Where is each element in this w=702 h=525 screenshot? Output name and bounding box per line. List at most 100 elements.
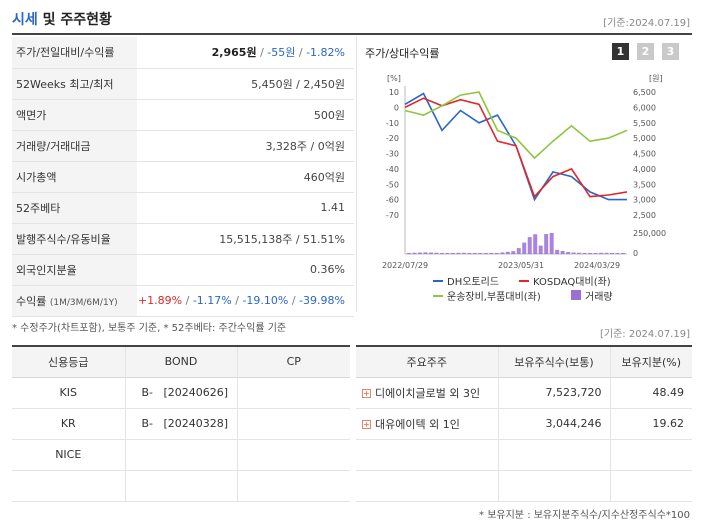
volume-bar	[615, 253, 620, 254]
volume-bar	[478, 253, 483, 254]
y-right-tick-label: 4,000	[633, 165, 656, 174]
y-right-tick-label: 6,500	[633, 88, 656, 97]
table-row: 시가총액 460억원	[12, 161, 354, 193]
series-line	[404, 91, 628, 160]
y-left-tick-label: -40	[386, 165, 399, 174]
volume-bar	[610, 253, 615, 254]
holder-name-link[interactable]: 디에이치글로벌 외 3인	[375, 386, 481, 400]
volume-bar	[560, 250, 565, 254]
x-tick-label: 2023/05/31	[498, 261, 544, 270]
expand-icon[interactable]: +	[362, 420, 371, 429]
chart-panel: 주가/상대수익률 1 2 3 [%] [원] 10 0 -10 -20 -30 -40 -50 -…	[356, 37, 692, 312]
x-tick-label: 2024/03/29	[574, 261, 620, 270]
volume-bar	[577, 252, 582, 254]
volume-bar	[483, 253, 488, 254]
base-date: [기준:2024.07.19]	[603, 18, 690, 29]
y-left-tick-label: -10	[386, 119, 399, 128]
volume-bar	[412, 252, 417, 254]
left-unit-label: [%]	[387, 74, 401, 83]
volume-bar	[467, 252, 472, 254]
chart-page-3-button[interactable]: 3	[662, 43, 679, 60]
volume-bar	[456, 252, 461, 254]
base-date-2: [기준: 2024.07.19]	[599, 329, 690, 340]
table-row	[12, 470, 350, 502]
volume-bar	[522, 242, 527, 254]
section-title: 시세 및 주주현황	[12, 12, 112, 28]
volume-bar	[566, 252, 571, 254]
volume-bar	[434, 252, 439, 254]
table-row: 수익률 (1M/3M/6M/1Y) +1.89% / -1.17% / -19.…	[12, 285, 354, 317]
volume-bar	[505, 251, 510, 254]
col-header: 보유주식수(보통)	[498, 345, 611, 378]
y-right-tick-label: 5,000	[633, 134, 656, 143]
table-row: 주가/전일대비/수익률 2,965원 / -55원 / -1.82%	[12, 37, 354, 69]
volume-bar	[599, 252, 604, 254]
y-right-tick-label: 6,000	[633, 103, 656, 112]
table-row	[356, 470, 692, 502]
table-row: NICE	[12, 439, 350, 471]
col-header: 보유지분(%)	[610, 345, 692, 378]
col-header: BOND	[125, 345, 238, 378]
table-row: KR B- [20240328]	[12, 408, 350, 440]
legend-swatch	[571, 290, 581, 300]
volume-zero-label: 0	[633, 249, 638, 258]
table-row: 52주베타 1.41	[12, 192, 354, 224]
volume-bar	[461, 252, 466, 254]
volume-bar	[571, 252, 576, 254]
volume-bar	[604, 252, 609, 254]
table-row: 외국인지분율 0.36%	[12, 254, 354, 286]
table-row: + 대유에이텍 외 1인 3,044,246 19.62	[356, 408, 692, 440]
row-label: 주가/전일대비/수익률	[12, 37, 137, 69]
y-left-tick-label: -50	[386, 180, 399, 189]
holder-name-link[interactable]: 대유에이텍 외 1인	[375, 417, 460, 431]
volume-bar	[621, 253, 625, 254]
volume-bar	[472, 253, 477, 254]
y-right-tick-label: 3,000	[633, 196, 656, 205]
right-unit-label: [원]	[649, 74, 663, 83]
footnote: * 수정주가(차트포함), 보통주 기준, * 52주베타: 주간수익률 기준	[12, 323, 287, 334]
volume-bar	[494, 252, 499, 254]
expand-icon[interactable]: +	[362, 389, 371, 398]
volume-bar	[582, 253, 587, 254]
header-divider	[12, 33, 692, 35]
volume-bar	[423, 252, 428, 254]
chart-page-2-button[interactable]: 2	[637, 43, 654, 60]
x-tick-label: 2022/07/29	[382, 261, 428, 270]
volume-bar	[593, 252, 598, 254]
row-value: 2,965원 / -55원 / -1.82%	[137, 37, 354, 69]
volume-bar	[450, 252, 455, 254]
chart-page-1-button[interactable]: 1	[612, 43, 629, 60]
volume-bar	[555, 249, 560, 254]
chart-title: 주가/상대수익률	[365, 47, 440, 60]
volume-bar	[500, 252, 505, 254]
y-left-tick-label: 0	[394, 103, 399, 112]
legend-label: DH오토리드	[447, 276, 499, 288]
y-left-tick-label: 10	[389, 88, 399, 97]
y-right-tick-label: 3,500	[633, 180, 656, 189]
volume-bar	[407, 252, 411, 254]
volume-bar	[533, 234, 538, 254]
legend-label: 거래량	[585, 291, 613, 303]
volume-bar	[588, 253, 593, 254]
volume-bar	[527, 237, 532, 254]
volume-bar	[428, 252, 433, 254]
y-right-tick-label: 4,500	[633, 150, 656, 159]
table-row: 발행주식수/유동비율 15,515,138주 / 51.51%	[12, 223, 354, 255]
table-row: 52Weeks 최고/최저 5,450원 / 2,450원	[12, 68, 354, 100]
volume-bar	[439, 253, 444, 254]
price-info-table: 주가/전일대비/수익률 2,965원 / -55원 / -1.82% 52Wee…	[12, 37, 354, 317]
stock-chart: [%] [원] 10 0 -10 -20 -30 -40 -50 -60 -70 6,500 6,000…	[382, 74, 666, 303]
volume-bar	[445, 253, 450, 254]
y-left-tick-label: -60	[386, 196, 399, 205]
y-left-tick-label: -30	[386, 150, 399, 159]
y-left-tick-label: -20	[386, 134, 399, 143]
volume-bar	[516, 248, 521, 254]
table-row: 거래량/거래대금 3,328주 / 0억원	[12, 130, 354, 162]
legend-label: KOSDAQ대비(좌)	[533, 276, 611, 288]
table-row	[356, 439, 692, 471]
table-row: KIS B- [20240626]	[12, 377, 350, 409]
series-line	[404, 97, 628, 199]
col-header: CP	[237, 345, 350, 378]
legend-label: 운송장비,부품대비(좌)	[447, 291, 541, 303]
col-header: 주요주주	[356, 345, 499, 378]
